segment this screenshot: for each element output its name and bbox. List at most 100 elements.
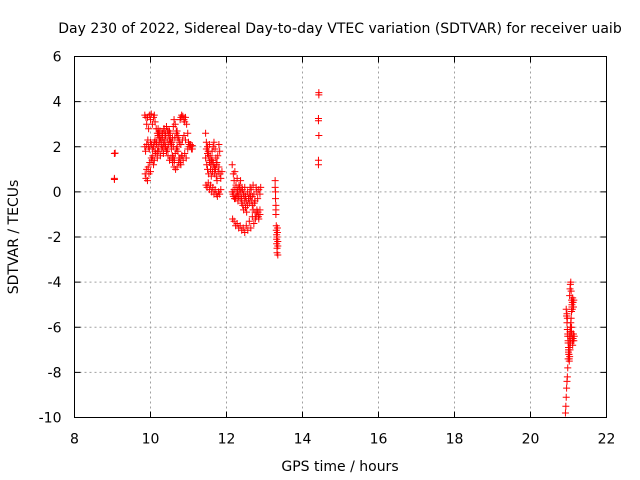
data-point [169, 159, 177, 167]
data-point [181, 136, 189, 144]
data-point [254, 195, 262, 203]
data-point [564, 330, 572, 338]
data-point [274, 251, 282, 259]
y-tick-label: -6 [48, 320, 62, 336]
data-point [183, 120, 191, 128]
data-point [250, 219, 258, 227]
data-point [162, 131, 170, 139]
data-point [250, 199, 258, 207]
data-point [214, 152, 222, 160]
data-point [561, 409, 569, 417]
data-point [168, 138, 176, 146]
data-point [273, 224, 281, 232]
data-point [238, 183, 246, 191]
data-point [181, 150, 189, 158]
data-point [563, 384, 571, 392]
x-axis-label: GPS time / hours [281, 459, 398, 475]
data-point [563, 314, 571, 322]
data-point [167, 154, 175, 162]
data-point [172, 127, 180, 135]
data-point [217, 186, 225, 194]
data-point [157, 138, 165, 146]
data-point [173, 163, 181, 171]
data-point [272, 195, 280, 203]
chart-title: Day 230 of 2022, Sidereal Day-to-day VTE… [58, 21, 622, 37]
data-point [211, 165, 219, 173]
data-point [213, 177, 221, 185]
x-tick-label: 14 [294, 432, 312, 448]
data-point [171, 120, 179, 128]
data-point [247, 224, 255, 232]
data-point [170, 116, 178, 124]
data-point [567, 287, 575, 295]
data-point [151, 147, 159, 155]
data-point [160, 125, 168, 133]
data-point [217, 174, 225, 182]
data-point [211, 145, 219, 153]
data-point [142, 147, 150, 155]
data-point [145, 125, 153, 133]
y-tick-label: -2 [48, 230, 62, 246]
data-point [272, 188, 280, 196]
data-point [156, 134, 164, 142]
data-point [564, 364, 572, 372]
data-point [174, 147, 182, 155]
y-tick-label: -4 [48, 275, 62, 291]
y-axis-label: SDTVAR / TECUs [6, 180, 22, 295]
data-point [562, 305, 570, 313]
x-tick-label: 8 [70, 432, 79, 448]
plot-frame [74, 56, 607, 418]
data-point [247, 186, 255, 194]
data-point [144, 163, 152, 171]
data-point [205, 140, 213, 148]
data-point [166, 129, 174, 137]
data-point [315, 131, 323, 139]
data-point [228, 161, 236, 169]
data-point [188, 145, 196, 153]
y-tick-label: 6 [53, 50, 62, 66]
data-point [237, 195, 245, 203]
data-point [245, 217, 253, 225]
data-point [161, 143, 169, 151]
y-tick-label: 4 [53, 95, 62, 111]
data-point [257, 183, 265, 191]
x-tick-label: 22 [598, 432, 616, 448]
data-point [202, 129, 210, 137]
data-point [150, 161, 158, 169]
data-point [181, 113, 189, 121]
data-point [184, 129, 192, 137]
data-point [256, 206, 264, 214]
data-point [567, 278, 575, 286]
data-point [242, 222, 250, 230]
series-sdtvar [110, 89, 578, 417]
data-point [314, 161, 322, 169]
data-point [254, 213, 262, 221]
data-point [147, 168, 154, 176]
y-tick-label: -8 [48, 365, 62, 381]
data-point [216, 190, 224, 198]
data-point [562, 393, 570, 401]
data-point [315, 91, 323, 99]
data-point [256, 190, 264, 198]
data-point [562, 402, 570, 410]
data-point [569, 341, 577, 349]
data-point [162, 147, 170, 155]
y-tick-label: -10 [39, 411, 62, 427]
data-point [564, 339, 572, 347]
data-point [568, 305, 576, 313]
data-point [566, 292, 574, 300]
data-point [237, 177, 245, 185]
data-point [314, 117, 322, 125]
data-point [241, 192, 249, 200]
data-point [175, 159, 183, 167]
data-point [213, 161, 221, 169]
data-point [218, 168, 226, 176]
data-point [110, 175, 118, 183]
data-point [210, 138, 218, 146]
data-point [234, 188, 242, 196]
data-point [243, 208, 251, 216]
data-point [565, 355, 573, 363]
x-tick-label: 16 [370, 432, 388, 448]
y-tick-label: 2 [53, 140, 62, 156]
